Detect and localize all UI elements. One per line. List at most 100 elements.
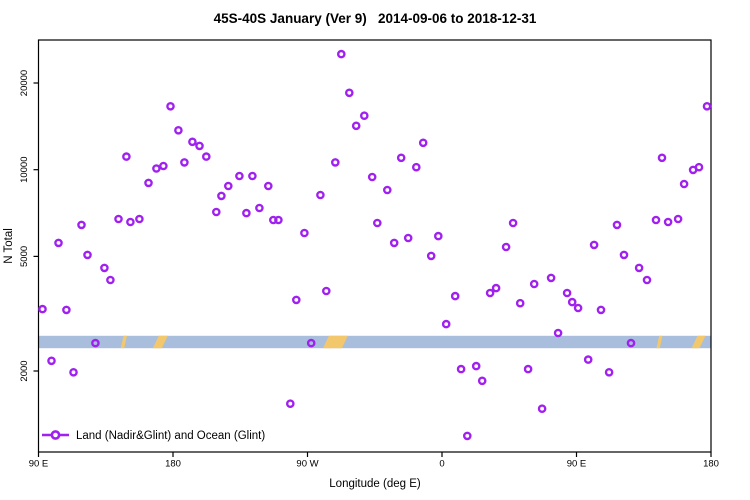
data-point [694,162,704,172]
data-point [663,217,673,227]
data-point [673,214,683,224]
data-point [351,121,361,131]
data-point [174,126,183,135]
data-point [426,251,436,261]
data-point [562,288,572,298]
data-point [456,364,466,374]
data-point [508,218,518,228]
data-point [274,215,283,225]
data-point [235,171,244,181]
data-point [567,297,577,307]
data-point [211,207,221,217]
data-point [382,185,392,195]
data-point [634,263,644,273]
plot-frame [37,39,712,453]
data-point [321,286,331,296]
data-point [106,275,115,285]
data-point [651,215,661,225]
y-tick-label: 10000 [19,156,30,182]
data-point [69,367,78,377]
data-point [223,181,233,191]
x-tick-label: 180 [703,459,719,470]
y-tick-label: 2000 [19,360,30,381]
data-point [573,303,583,313]
y-axis-title: N Total [3,228,15,264]
x-tick-label: 90 W [296,459,318,470]
data-point [248,171,257,181]
data-point [316,190,325,200]
data-point [583,355,593,364]
data-point [537,404,547,414]
chart-title: 45S-40S January (Ver 9) 2014-09-06 to 20… [214,11,537,26]
data-point [477,376,487,386]
data-point [77,220,86,230]
data-point [604,367,614,377]
data-point [144,178,153,188]
data-point [619,250,629,260]
axes-layer: 90 E 180 90 W 0 90 E 180 2000 5000 10000 20000 [19,39,719,470]
data-point [501,242,511,252]
x-tick-label: 90 E [567,459,587,470]
data-point [359,111,369,120]
ocean-band [38,335,711,349]
data-point [523,364,533,374]
data-point [612,220,622,230]
data-point [159,161,168,171]
legend-point-marker [50,430,61,440]
data-point [166,102,175,111]
data-point [126,217,135,227]
data-point [291,295,301,305]
data-point [255,203,264,213]
data-point [529,279,539,289]
data-point [344,88,354,98]
data-point [433,231,443,241]
band-patch [322,335,348,349]
data-point [491,283,501,293]
data-point [330,158,340,167]
data-point [47,356,56,366]
data-point [396,153,406,163]
band-patch [691,335,706,349]
legend-label: Land (Nadir&Glint) and Ocean (Glint) [76,430,265,442]
x-tick-label: 0 [439,459,444,470]
data-point [336,49,346,59]
data-point [62,305,71,315]
band-patch [152,335,168,349]
data-point [485,288,495,298]
data-point [642,275,652,285]
data-point [367,172,377,182]
data-point [702,102,712,111]
data-point [553,328,563,338]
data-point [152,164,161,173]
data-point [306,338,316,348]
data-point [450,291,460,301]
data-point [201,152,211,161]
x-tick-label: 90 E [29,459,49,470]
data-point [372,218,382,228]
data-point [657,153,667,163]
data-point [195,141,204,151]
data-point [100,263,109,273]
data-point [83,250,92,260]
data-point [135,214,144,224]
x-tick-label: 180 [165,459,181,470]
data-point [626,338,636,348]
band-layer [38,335,711,349]
data-point [546,273,556,283]
data-point [389,238,399,248]
data-point [418,138,428,148]
data-point [441,319,451,329]
data-point [54,238,63,248]
data-point [91,338,100,348]
data-point [411,162,421,172]
data-point [285,399,295,409]
y-tick-label: 20000 [19,70,30,96]
data-point [38,304,47,314]
legend-marker [42,430,69,440]
data-point [300,228,309,238]
data-point [515,298,525,308]
data-point [180,158,189,167]
band-patch [120,335,127,349]
